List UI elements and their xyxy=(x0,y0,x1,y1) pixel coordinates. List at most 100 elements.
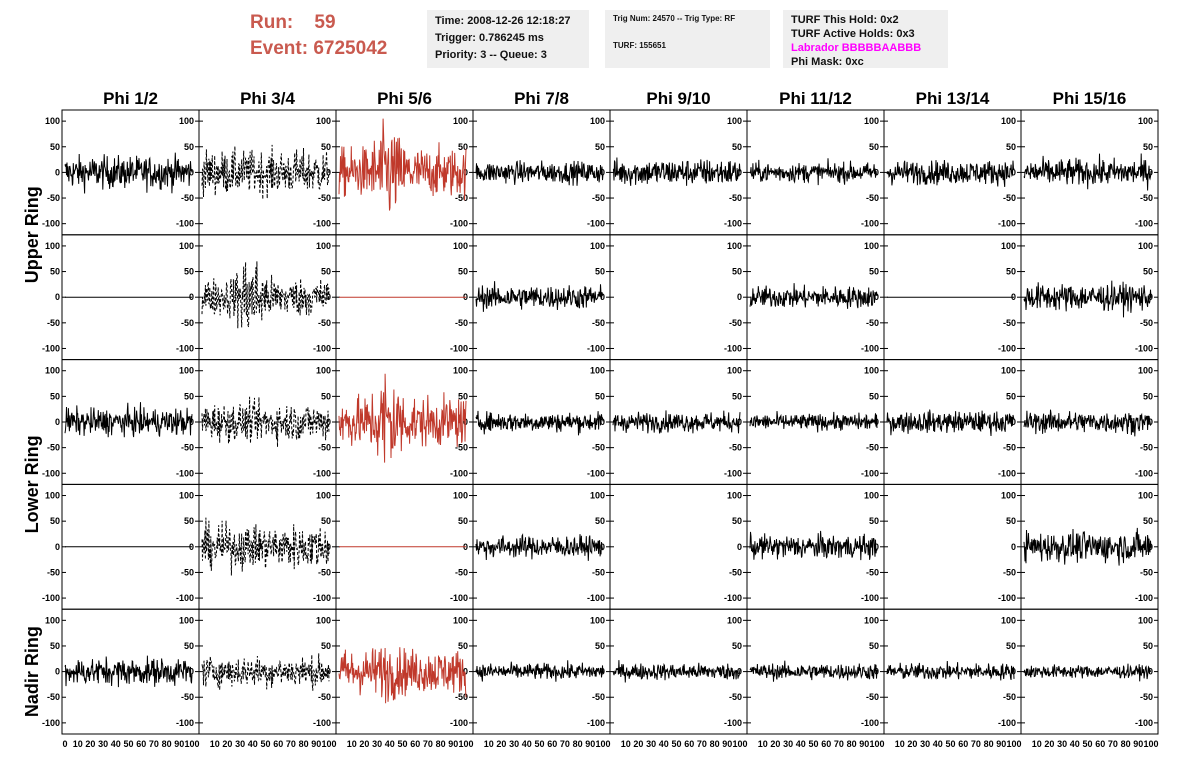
turf-text: TURF: 155651 xyxy=(613,41,666,50)
y-tick-label: -50 xyxy=(455,318,468,328)
x-tick-label: 90 xyxy=(311,739,321,749)
y-tick-label: 100 xyxy=(316,615,331,625)
y-tick-label: 50 xyxy=(50,267,60,277)
x-tick-label: 100 xyxy=(321,739,336,749)
y-tick-label: -50 xyxy=(729,567,742,577)
y-tick-label: 0 xyxy=(874,292,879,302)
y-tick-label: -100 xyxy=(450,593,468,603)
y-tick-label: -100 xyxy=(587,219,605,229)
column-header-2: Phi 3/4 xyxy=(240,89,295,108)
y-tick-label: 100 xyxy=(45,241,60,251)
y-tick-label: -100 xyxy=(1135,593,1153,603)
y-tick-label: 100 xyxy=(864,491,879,501)
waveform-r1-c3 xyxy=(338,118,467,211)
waveform-r5-c1 xyxy=(64,655,193,688)
time-text: Time: 2008-12-26 12:18:27 xyxy=(435,15,571,27)
y-tick-label: -100 xyxy=(313,343,331,353)
y-tick-label: 50 xyxy=(1143,516,1153,526)
x-tick-label: 60 xyxy=(547,739,557,749)
x-tick-label: 80 xyxy=(299,739,309,749)
y-tick-label: -100 xyxy=(176,343,194,353)
y-tick-label: 100 xyxy=(316,491,331,501)
y-tick-label: -100 xyxy=(42,219,60,229)
y-tick-label: -100 xyxy=(1135,468,1153,478)
y-tick-label: 100 xyxy=(179,366,194,376)
y-tick-label: 0 xyxy=(55,667,60,677)
x-tick-label: 30 xyxy=(235,739,245,749)
x-tick-label: 80 xyxy=(984,739,994,749)
column-header-4: Phi 7/8 xyxy=(514,89,569,108)
y-tick-label: 50 xyxy=(321,142,331,152)
panel-frame xyxy=(1020,234,1159,361)
x-tick-label: 20 xyxy=(496,739,506,749)
y-tick-label: -50 xyxy=(455,567,468,577)
y-tick-label: 100 xyxy=(453,116,468,126)
waveform-r4-c2 xyxy=(201,517,330,576)
waveform-r4-c4 xyxy=(475,533,604,561)
x-tick-label: 100 xyxy=(732,739,747,749)
y-tick-label: -100 xyxy=(861,468,879,478)
waveform-r3-c7 xyxy=(886,409,1015,437)
y-tick-label: 50 xyxy=(458,267,468,277)
y-tick-label: -50 xyxy=(592,692,605,702)
y-tick-label: 100 xyxy=(590,615,605,625)
y-tick-label: 50 xyxy=(1006,267,1016,277)
y-tick-label: 0 xyxy=(600,292,605,302)
turf-this-hold-text: TURF This Hold: 0x2 xyxy=(791,14,899,26)
y-tick-label: -100 xyxy=(176,468,194,478)
x-tick-label: 70 xyxy=(1108,739,1118,749)
x-tick-label: 50 xyxy=(671,739,681,749)
event-label: Event: xyxy=(250,38,309,59)
waveform-r5-c6 xyxy=(749,660,878,682)
y-tick-label: 100 xyxy=(864,241,879,251)
y-tick-label: -50 xyxy=(1140,193,1153,203)
y-tick-label: -100 xyxy=(176,593,194,603)
y-tick-label: 0 xyxy=(1011,417,1016,427)
y-tick-label: 50 xyxy=(321,641,331,651)
y-tick-label: 100 xyxy=(453,241,468,251)
waveform-r3-c4 xyxy=(475,410,604,436)
y-tick-label: 50 xyxy=(50,641,60,651)
y-tick-label: 50 xyxy=(595,641,605,651)
y-tick-label: -50 xyxy=(318,193,331,203)
x-tick-label: 10 xyxy=(621,739,631,749)
y-tick-label: 0 xyxy=(600,542,605,552)
y-tick-label: 0 xyxy=(737,542,742,552)
x-tick-label: 50 xyxy=(945,739,955,749)
phi-mask-text: Phi Mask: 0xc xyxy=(791,56,864,68)
y-tick-label: 50 xyxy=(184,516,194,526)
y-tick-label: -100 xyxy=(998,219,1016,229)
labrador-text: Labrador BBBBBAABBB xyxy=(791,42,922,54)
x-tick-label: 90 xyxy=(722,739,732,749)
x-tick-label: 20 xyxy=(85,739,95,749)
panel-frame xyxy=(1020,483,1159,610)
x-tick-label: 40 xyxy=(796,739,806,749)
y-tick-label: 50 xyxy=(732,267,742,277)
x-tick-label: 30 xyxy=(509,739,519,749)
y-tick-label: -100 xyxy=(313,468,331,478)
y-tick-label: -100 xyxy=(42,468,60,478)
waveform-r5-c2 xyxy=(201,653,330,691)
y-tick-label: 0 xyxy=(55,292,60,302)
x-tick-label: 10 xyxy=(895,739,905,749)
y-tick-label: -100 xyxy=(861,219,879,229)
y-tick-label: -50 xyxy=(729,443,742,453)
event-value: 6725042 xyxy=(313,38,388,59)
y-tick-label: -50 xyxy=(318,567,331,577)
y-tick-label: -100 xyxy=(587,343,605,353)
x-tick-label: 30 xyxy=(372,739,382,749)
y-tick-label: 100 xyxy=(453,366,468,376)
x-tick-label: 100 xyxy=(869,739,884,749)
x-tick-label: 80 xyxy=(847,739,857,749)
y-tick-label: -50 xyxy=(181,692,194,702)
x-tick-label: 60 xyxy=(958,739,968,749)
y-tick-label: 50 xyxy=(184,641,194,651)
y-tick-label: -50 xyxy=(318,692,331,702)
y-tick-label: -100 xyxy=(313,219,331,229)
x-tick-label: 100 xyxy=(184,739,199,749)
y-tick-label: -100 xyxy=(176,718,194,728)
y-tick-label: -50 xyxy=(592,443,605,453)
panel-frame xyxy=(609,234,748,361)
y-tick-label: -50 xyxy=(592,318,605,328)
y-tick-label: -100 xyxy=(724,593,742,603)
